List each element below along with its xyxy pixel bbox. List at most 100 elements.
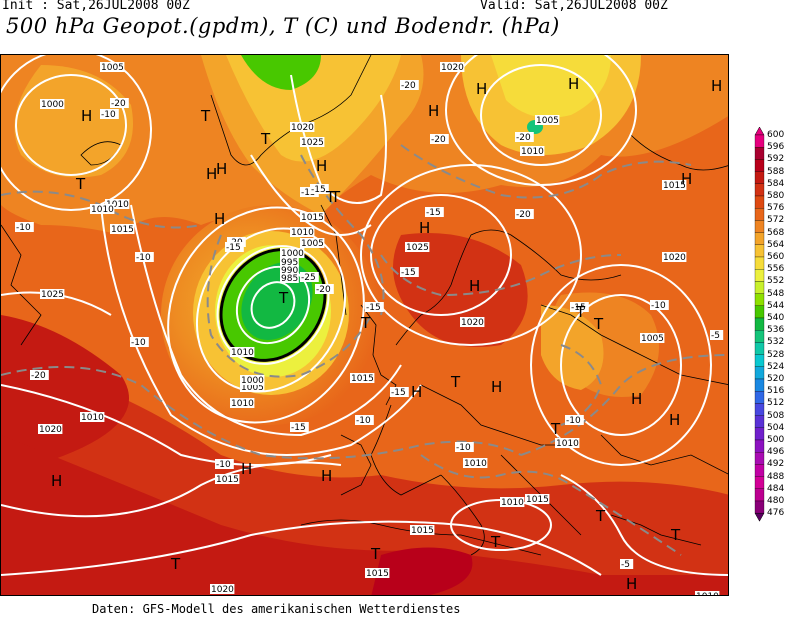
legend-label: 568 [767,227,785,238]
isotherm-label-bg [215,459,234,469]
legend-swatch [754,195,765,209]
isobar-label-bg [280,265,299,275]
legend-swatch [754,330,765,343]
pressure-centre-label: H [206,165,217,183]
isotherm-label: -10 [456,443,471,453]
isobar-label-bg [555,438,580,448]
isobar-label: 990 [281,266,298,276]
legend-swatch [754,354,765,367]
isobar-label-bg [440,62,465,72]
isobar-label: 1015 [216,475,239,485]
isotherm-label-bg [225,242,244,252]
isotherm-label: -15 [571,303,586,313]
pressure-centre-label: H [419,219,430,237]
legend-label: 480 [767,496,785,506]
pressure-centre-label: H [631,390,642,408]
legend-swatch [754,415,765,428]
pressure-centre-label: H [316,157,327,175]
isobar-label: 1000 [281,249,304,259]
isobar-label: 1010 [91,205,114,215]
pressure-centre-label: T [593,315,604,333]
isotherm-label: -15 [426,208,441,218]
legend-label: 536 [767,325,785,336]
legend-swatch [754,281,765,294]
pressure-centre-label: T [200,107,211,125]
isobar-label-bg [350,373,375,383]
isobar-label-bg [410,525,435,535]
isotherm-label: -15 [291,423,306,433]
isobar-label-bg [525,494,550,504]
isobar-label: 1010 [556,439,579,449]
isotherm-label: -15 [366,303,381,313]
isobar-label: 1025 [301,138,324,148]
isobar-label: 1020 [461,318,484,328]
isotherm-label-bg [430,134,449,144]
valid-time: Valid: Sat,26JUL2008 00Z [480,0,668,13]
legend-swatch [754,476,765,489]
pressure-centre-label: T [278,289,289,307]
cold-inner-barents [491,55,611,118]
isobar-label-bg [662,180,687,190]
pressure-centre-label: H [214,210,225,228]
isotherm-label-bg [455,442,474,452]
isotherm-label: -10 [651,301,666,311]
pressure-centre-label: H [476,80,487,98]
legend-label: 576 [767,203,785,214]
isotherm-label-bg [15,222,34,232]
isotherm-label-bg [365,302,384,312]
legend-label: 528 [767,349,785,360]
isotherm-label: -20 [31,371,46,381]
pressure-centre-label: H [681,170,692,188]
isobar-label-bg [290,122,315,132]
isotherm-label-bg [300,272,319,282]
pressure-centre-label: T [490,533,501,551]
legend-swatch [754,183,765,197]
pressure-centre-label: H [81,107,92,125]
isotherm-label-bg [400,267,419,277]
legend-label: 512 [767,398,785,409]
isobar-label-bg [290,227,315,237]
isotherm-label-bg [130,337,149,347]
isotherm-label-bg [515,132,534,142]
hot-spot-mediterranean [371,547,473,595]
legend-label: 492 [767,459,785,470]
isotherm-label: -20 [111,99,126,109]
legend-label: 540 [767,313,785,323]
map-canvas: 1005100010101015102010251010100510009959… [1,55,728,595]
isotherm-label: -10 [136,253,151,263]
isotherm-label: -10 [356,416,371,426]
isotherm-label: -20 [431,135,446,145]
isotherm-label: -10 [131,338,146,348]
isobar-label: 1015 [351,374,374,384]
isobar-label: 1000 [41,100,64,110]
ridge-scandinavia [393,233,528,347]
legend-swatch [754,500,765,514]
isotherm-label: -15 [311,185,326,195]
isobar-label: 1005 [536,116,559,126]
pressure-centre-label: T [595,507,606,525]
isobar-label-bg [280,273,299,283]
legend-label: 516 [767,386,785,397]
init-time: Init : Sat,26JUL2008 00Z [2,0,190,13]
legend-swatch [754,293,765,306]
isotherm-label: -25 [301,273,316,283]
pressure-centre-label: H [669,411,680,429]
legend-label: 544 [767,300,785,311]
isobar-label-bg [40,289,65,299]
legend-swatch [754,171,765,184]
legend-label: 592 [767,154,785,165]
legend-swatch [754,378,765,392]
pressure-centre-label: H [321,467,332,485]
pressure-centre-label: T [325,188,336,206]
pressure-centre-label: T [450,373,461,391]
legend-label: 508 [767,410,785,421]
legend-swatch [754,220,765,233]
isobar-label-bg [240,375,265,385]
legend-swatch [754,159,765,172]
isotherm-label-bg [355,415,374,425]
legend-swatch [754,232,765,245]
legend-swatch [754,256,765,270]
pressure-centre-label: T [170,555,181,573]
isobar-label: 1010 [106,200,129,210]
isobar-label: 1015 [526,495,549,505]
